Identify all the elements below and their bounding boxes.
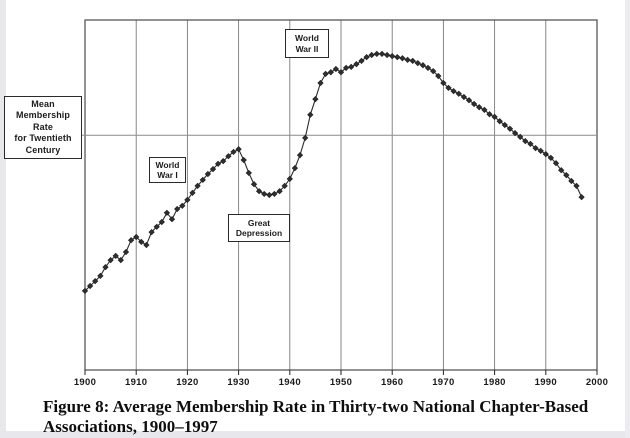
mean-rate-label-box: Mean Membership Rate for Twentieth Centu… [4, 96, 82, 159]
mean-box-line: Rate [33, 121, 53, 132]
mean-box-line: for Twentieth [14, 133, 72, 144]
x-axis-tick-label: 1940 [278, 377, 301, 388]
mean-box-line: Century [25, 144, 61, 155]
annotation-line: Depression [235, 228, 283, 238]
x-axis-tick-label: 1980 [483, 377, 506, 388]
x-axis-tick-label: 1900 [73, 377, 97, 388]
annotation-line: War II [295, 43, 319, 54]
x-axis-tick-label: 1960 [381, 377, 404, 388]
mean-box-line: Membership [15, 110, 70, 121]
annotation-line: Great [247, 217, 271, 228]
page-background [6, 0, 625, 431]
figure-caption-line: Figure 8: Average Membership Rate in Thi… [43, 397, 589, 416]
figure-caption-line: Associations, 1900–1997 [43, 416, 218, 436]
annotation-line: World [155, 159, 180, 170]
annotation-great-depression: Great Depression [228, 214, 290, 242]
x-axis-tick-label: 1990 [534, 377, 557, 388]
x-axis-tick-label: 1950 [329, 377, 353, 388]
page-edge [625, 0, 630, 438]
x-axis-tick-label: 2000 [585, 377, 609, 388]
x-axis-tick-label: 1930 [227, 377, 250, 388]
x-axis-tick-label: 1920 [176, 377, 199, 388]
figure-caption: Figure 8: Average Membership Rate in Thi… [43, 397, 595, 436]
x-axis-tick-marks [84, 370, 598, 375]
annotation-world-war-1: World War I [149, 157, 186, 183]
annotation-line: World [295, 33, 319, 43]
annotation-world-war-2: World War II [285, 29, 329, 58]
x-axis-tick-label: 1910 [125, 377, 148, 388]
x-axis-tick-label: 1970 [432, 377, 455, 388]
data-point-markers [81, 50, 585, 295]
mean-box-line: Mean [31, 98, 55, 109]
annotation-line: War I [157, 170, 178, 180]
